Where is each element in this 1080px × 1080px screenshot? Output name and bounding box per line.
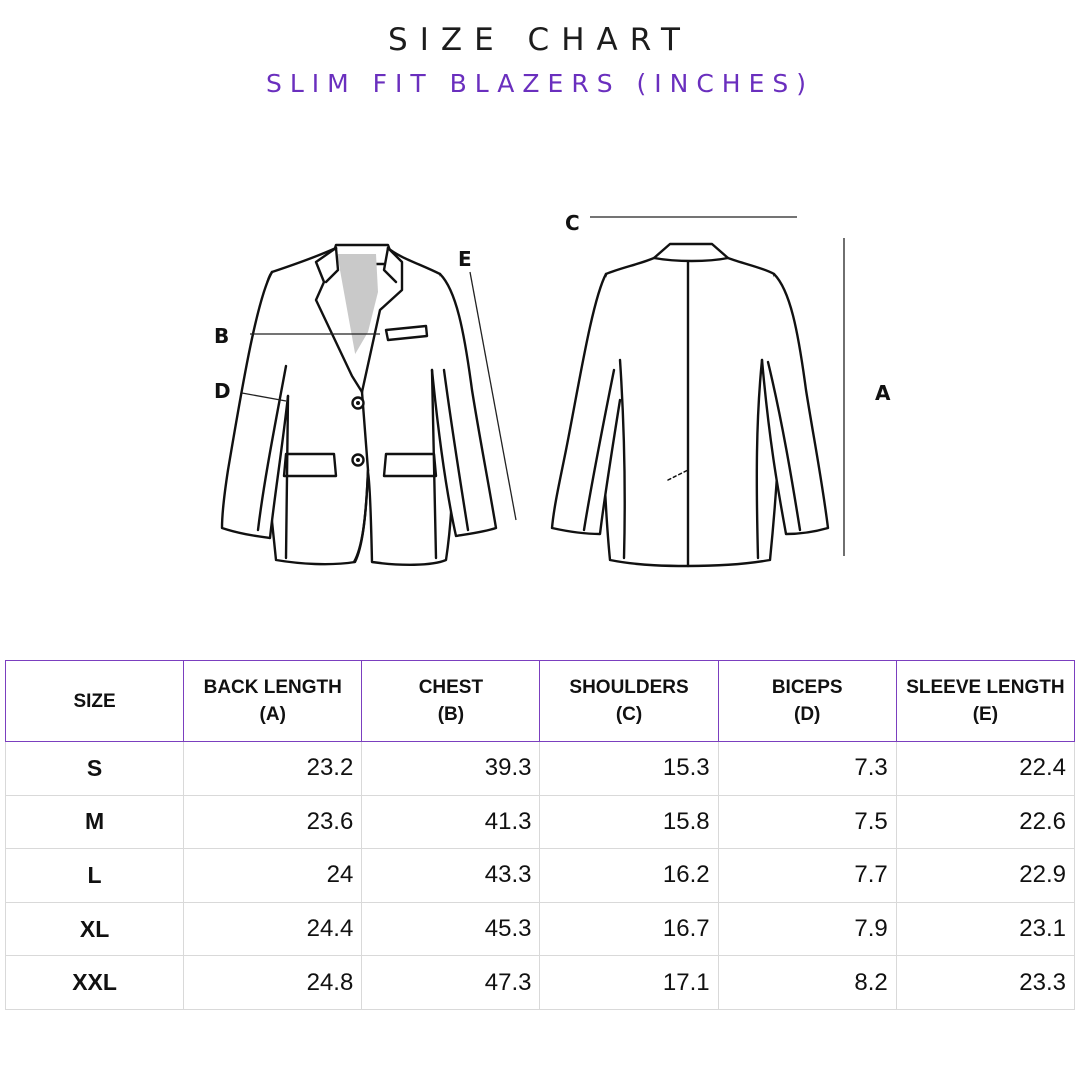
col-header-shoulders: SHOULDERS (C) [539,660,719,742]
dimension-lines [241,216,845,556]
back-length-cell: 23.2 [183,741,363,796]
blazer-illustration: B D E C A [214,211,891,568]
biceps-cell: 7.3 [717,741,897,796]
sleeve-length-cell: 23.3 [895,955,1076,1010]
table-row: XXL 24.8 47.3 17.1 8.2 23.3 [4,955,1076,1010]
shoulders-cell: 16.2 [539,848,719,903]
table-row: XL 24.4 45.3 16.7 7.9 23.1 [4,901,1076,957]
col-header-biceps: BICEPS (D) [717,660,897,742]
page-subtitle: SLIM FIT BLAZERS (INCHES) [265,69,815,98]
col-header-back-length: BACK LENGTH (A) [183,660,363,742]
sleeve-length-cell: 22.6 [895,794,1076,850]
table-header-row: SIZE BACK LENGTH (A) CHEST (B) SHOULDERS (C… [4,660,1076,742]
chest-cell: 41.3 [361,794,541,850]
chest-cell: 45.3 [361,901,541,957]
dim-label-a: A [875,381,891,405]
size-cell: M [4,794,185,850]
dim-label-d: D [214,379,231,403]
chest-cell: 43.3 [361,848,541,903]
col-header-chest: CHEST (B) [361,660,541,742]
back-length-cell: 24 [183,848,363,903]
page-title: SIZE CHART [388,22,692,58]
back-length-cell: 23.6 [183,794,363,850]
blazer-back-drawing [550,242,830,568]
shoulders-cell: 16.7 [539,901,719,957]
sleeve-length-cell: 23.1 [895,901,1076,957]
dim-label-c: C [565,211,580,235]
chest-cell: 47.3 [361,955,541,1010]
sleeve-length-cell: 22.9 [895,848,1076,903]
biceps-cell: 8.2 [717,955,897,1010]
sleeve-length-cell: 22.4 [895,741,1076,796]
shoulders-cell: 15.3 [539,741,719,796]
biceps-cell: 7.7 [717,848,897,903]
size-table: SIZE BACK LENGTH (A) CHEST (B) SHOULDERS (C… [4,660,1076,1010]
size-cell: L [4,848,185,903]
sleeve-dimension-line [469,271,517,521]
table-row: S 23.2 39.3 15.3 7.3 22.4 [4,741,1076,796]
size-cell: S [4,741,185,796]
table-row: L 24 43.3 16.2 7.7 22.9 [4,848,1076,903]
table-row: M 23.6 41.3 15.8 7.5 22.6 [4,794,1076,850]
chest-cell: 39.3 [361,741,541,796]
back-length-cell: 24.8 [183,955,363,1010]
size-cell: XXL [4,955,185,1010]
dim-label-e: E [458,247,472,271]
dim-label-b: B [214,324,229,348]
blazer-front-drawing [220,243,498,566]
col-header-sleeve-length: SLEEVE LENGTH (E) [895,660,1076,742]
biceps-cell: 7.5 [717,794,897,850]
back-length-cell: 24.4 [183,901,363,957]
size-cell: XL [4,901,185,957]
col-header-size: SIZE [4,660,185,742]
biceps-dimension-line [241,392,287,402]
biceps-cell: 7.9 [717,901,897,957]
shoulders-cell: 15.8 [539,794,719,850]
shoulders-cell: 17.1 [539,955,719,1010]
